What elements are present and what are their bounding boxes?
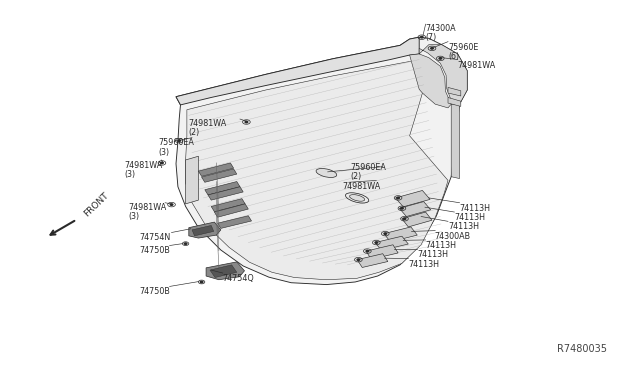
Text: 75960EA: 75960EA xyxy=(351,163,387,172)
Text: (3): (3) xyxy=(159,148,170,157)
Polygon shape xyxy=(357,254,388,267)
Polygon shape xyxy=(375,236,408,250)
Polygon shape xyxy=(448,97,461,106)
Text: (3): (3) xyxy=(128,212,139,221)
Text: FRONT: FRONT xyxy=(82,191,110,219)
Circle shape xyxy=(161,162,163,164)
Text: (7): (7) xyxy=(426,33,437,42)
Text: (3): (3) xyxy=(125,170,136,179)
Circle shape xyxy=(439,58,442,59)
Polygon shape xyxy=(210,265,237,278)
Polygon shape xyxy=(208,187,243,200)
Polygon shape xyxy=(186,156,198,204)
Polygon shape xyxy=(176,37,419,105)
Polygon shape xyxy=(402,212,432,227)
Text: 74113H: 74113H xyxy=(460,204,490,213)
Polygon shape xyxy=(448,87,461,96)
Circle shape xyxy=(375,242,378,243)
Circle shape xyxy=(397,197,399,199)
Text: 74113H: 74113H xyxy=(408,260,439,269)
Polygon shape xyxy=(205,182,240,195)
Text: 74981WA: 74981WA xyxy=(189,119,227,128)
Polygon shape xyxy=(214,204,248,217)
Text: 74981WA: 74981WA xyxy=(342,182,381,190)
Text: 74300AB: 74300AB xyxy=(434,232,470,241)
Text: 75960EA: 75960EA xyxy=(159,138,195,147)
Polygon shape xyxy=(206,262,244,280)
Text: 75960E: 75960E xyxy=(448,43,478,52)
Text: 74300A: 74300A xyxy=(426,24,456,33)
Polygon shape xyxy=(366,245,398,259)
Polygon shape xyxy=(451,104,460,179)
Text: (2): (2) xyxy=(351,172,362,181)
Text: (2): (2) xyxy=(189,128,200,137)
Ellipse shape xyxy=(349,195,365,201)
Polygon shape xyxy=(198,163,234,176)
Text: R7480035: R7480035 xyxy=(557,344,607,354)
Circle shape xyxy=(366,250,369,252)
Polygon shape xyxy=(399,202,431,217)
Text: 74113H: 74113H xyxy=(417,250,448,259)
Text: 74113H: 74113H xyxy=(426,241,456,250)
Circle shape xyxy=(170,204,173,205)
Text: 74981WA: 74981WA xyxy=(458,61,496,70)
Text: 74981WA: 74981WA xyxy=(125,161,163,170)
Circle shape xyxy=(401,208,403,209)
Polygon shape xyxy=(384,227,417,242)
Polygon shape xyxy=(396,190,430,207)
Polygon shape xyxy=(218,216,252,228)
Text: 74113H: 74113H xyxy=(454,213,485,222)
Circle shape xyxy=(431,48,433,49)
Circle shape xyxy=(357,259,360,260)
Circle shape xyxy=(384,233,387,234)
Circle shape xyxy=(178,140,180,141)
Polygon shape xyxy=(410,45,467,108)
Polygon shape xyxy=(189,222,221,238)
Text: 74750B: 74750B xyxy=(140,287,170,296)
Text: 74754N: 74754N xyxy=(140,233,171,242)
Text: (6): (6) xyxy=(448,52,459,61)
Polygon shape xyxy=(202,169,237,182)
Text: 74750B: 74750B xyxy=(140,246,170,255)
Circle shape xyxy=(420,36,423,38)
Text: 74754Q: 74754Q xyxy=(223,274,255,283)
Polygon shape xyxy=(192,225,214,236)
Polygon shape xyxy=(186,60,448,280)
Circle shape xyxy=(403,218,406,219)
Text: 74113H: 74113H xyxy=(448,222,479,231)
Circle shape xyxy=(245,121,248,123)
Text: 74981WA: 74981WA xyxy=(128,203,166,212)
Ellipse shape xyxy=(316,169,337,177)
Circle shape xyxy=(184,243,187,244)
Circle shape xyxy=(200,281,203,283)
Polygon shape xyxy=(176,37,467,285)
Polygon shape xyxy=(211,199,245,212)
